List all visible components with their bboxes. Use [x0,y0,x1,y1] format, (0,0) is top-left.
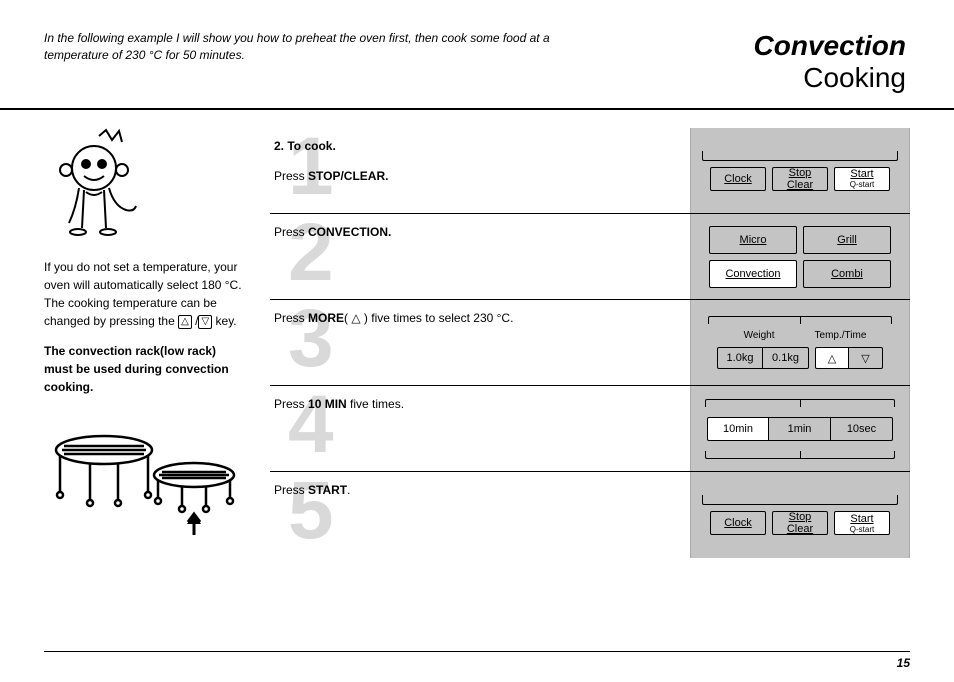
steps-column: 1 2. To cook. Press STOP/CLEAR. Clock St… [264,128,910,558]
clock-button[interactable]: Clock [710,167,766,191]
time-1min-button[interactable]: 1min [769,417,831,441]
control-panel-5: Clock StopClear StartQ-start [690,472,910,558]
start-button[interactable]: StartQ-start [834,167,890,191]
panel-stub [705,399,895,407]
step-1: 1 2. To cook. Press STOP/CLEAR. Clock St… [270,128,910,214]
step-3: 3 Press MORE( △ ) five times to select 2… [270,300,910,386]
time-10min-button[interactable]: 10min [707,417,769,441]
weight-1kg-button[interactable]: 1.0kg [717,347,763,369]
page-title: Convection Cooking [754,30,910,94]
footer-divider [44,651,910,652]
stop-clear-button[interactable]: StopClear [772,511,828,535]
step-5: 5 Press START. Clock StopClear StartQ-st… [270,472,910,558]
micro-button[interactable]: Micro [709,226,797,254]
panel-stub [705,451,895,459]
step-instruction: 2. To cook. Press STOP/CLEAR. [270,128,690,213]
page-number: 15 [897,656,910,670]
start-button[interactable]: StartQ-start [834,511,890,535]
convection-button[interactable]: Convection [709,260,797,288]
time-10sec-button[interactable]: 10sec [831,417,893,441]
step-instruction: Press MORE( △ ) five times to select 230… [270,300,690,385]
sidebar-note-bold: The convection rack(low rack) must be us… [44,342,244,396]
temp-up-button[interactable]: △ [815,347,849,369]
step-instruction: Press START. [270,472,690,558]
panel-stub [702,495,898,505]
panel-stub [708,316,892,324]
step-instruction: Press CONVECTION. [270,214,690,299]
stop-clear-button[interactable]: StopClear [772,167,828,191]
down-triangle-icon: ▽ [198,315,212,329]
step-2: 2 Press CONVECTION. Micro Grill Convecti… [270,214,910,300]
up-triangle-icon: △ [178,315,192,329]
weight-0.1kg-button[interactable]: 0.1kg [763,347,809,369]
step-instruction: Press 10 MIN five times. [270,386,690,471]
combi-button[interactable]: Combi [803,260,891,288]
control-panel-3: Weight Temp./Time 1.0kg 0.1kg △ ▽ [690,300,910,385]
sidebar: If you do not set a temperature, your ov… [44,128,264,558]
control-panel-1: Clock StopClear StartQ-start [690,128,910,213]
header: In the following example I will show you… [0,0,954,102]
sidebar-note: If you do not set a temperature, your ov… [44,258,244,330]
temp-down-button[interactable]: ▽ [849,347,883,369]
content: If you do not set a temperature, your ov… [0,110,954,558]
title-light: Cooking [754,62,906,94]
panel-stub [702,151,898,161]
control-panel-2: Micro Grill Convection Combi [690,214,910,299]
title-bold: Convection [754,30,906,62]
grill-button[interactable]: Grill [803,226,891,254]
control-panel-4: 10min 1min 10sec [690,386,910,471]
robot-mascot-icon [44,128,144,243]
intro-text: In the following example I will show you… [44,30,604,64]
clock-button[interactable]: Clock [710,511,766,535]
panel-labels: Weight Temp./Time [701,330,899,341]
racks-illustration [44,420,244,545]
step-4: 4 Press 10 MIN five times. 10min 1min 10… [270,386,910,472]
